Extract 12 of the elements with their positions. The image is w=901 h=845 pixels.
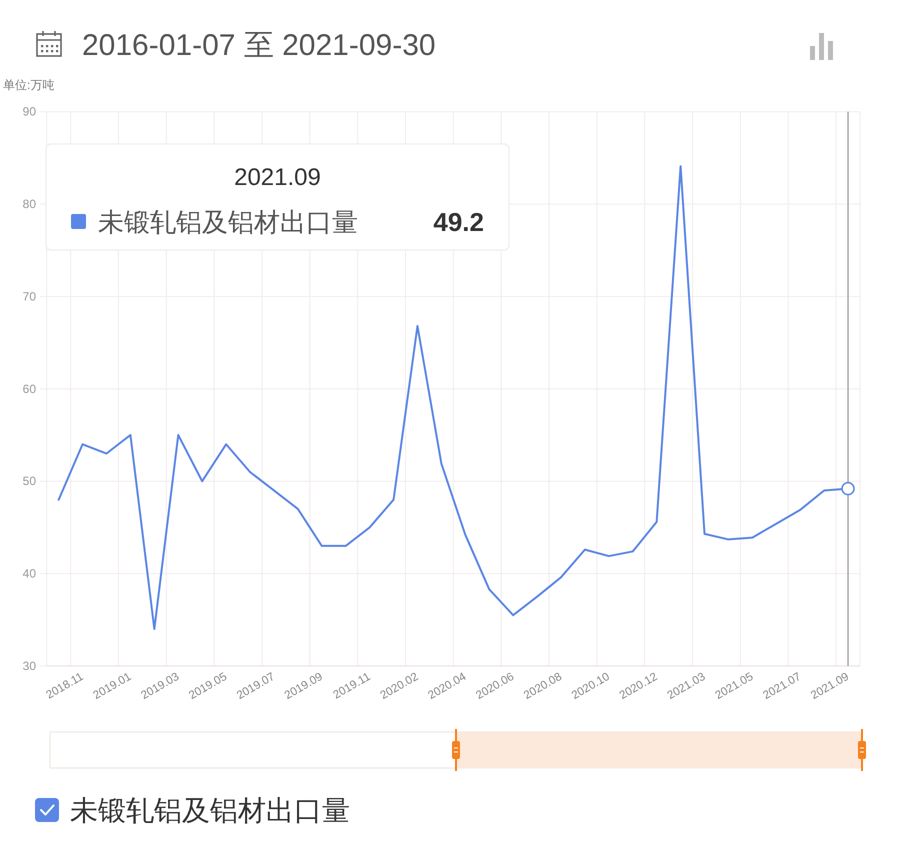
title: 2016-01-07 至 2021-09-30: [82, 29, 436, 62]
y-axis-title: 单位:万吨: [3, 78, 54, 92]
y-tick-label: 80: [22, 197, 36, 212]
y-tick-label: 30: [22, 659, 36, 673]
tooltip-row: 未锻轧铝及铝材出口量 49.2: [98, 207, 484, 237]
y-tick-label: 90: [22, 104, 36, 119]
y-tick-label: 70: [22, 289, 36, 304]
legend-label: 未锻轧铝及铝材出口量: [70, 795, 350, 826]
y-tick-label: 50: [22, 474, 36, 488]
y-tick-label: 40: [22, 566, 36, 581]
tooltip-heading: 2021.09: [234, 164, 321, 191]
y-tick-label: 60: [22, 382, 36, 396]
